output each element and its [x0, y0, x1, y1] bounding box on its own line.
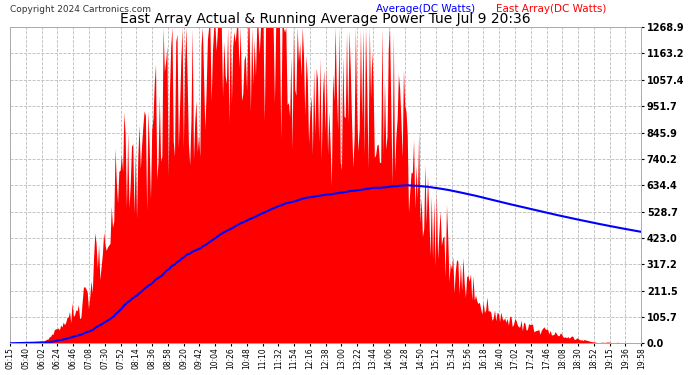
- Text: Copyright 2024 Cartronics.com: Copyright 2024 Cartronics.com: [10, 6, 151, 15]
- Text: East Array(DC Watts): East Array(DC Watts): [496, 4, 607, 15]
- Title: East Array Actual & Running Average Power Tue Jul 9 20:36: East Array Actual & Running Average Powe…: [120, 12, 531, 26]
- Text: Average(DC Watts): Average(DC Watts): [376, 4, 475, 15]
